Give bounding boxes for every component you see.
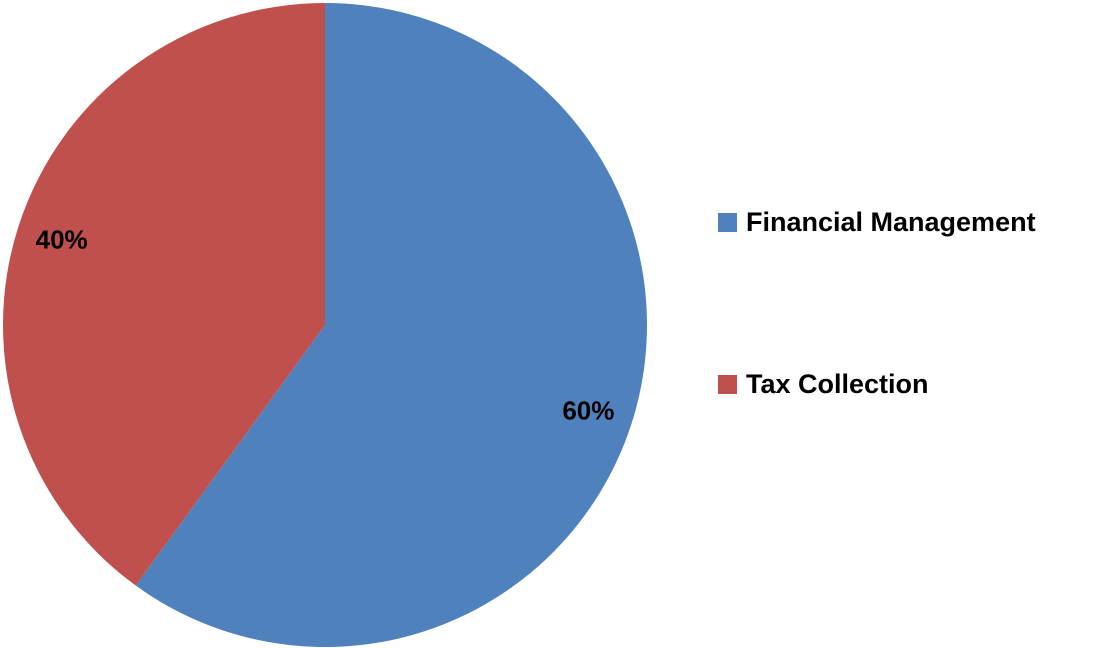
data-label: 60% — [562, 396, 614, 426]
legend-label: Tax Collection — [746, 368, 929, 399]
pie-data-labels: 60% 40% — [36, 224, 615, 425]
legend-swatch — [718, 212, 737, 232]
legend-item-tax-collection: Tax Collection — [718, 366, 1036, 402]
pie-slice-tax-collection — [3, 3, 326, 586]
pie-slice-financial-management — [135, 3, 647, 648]
legend: Financial Management Tax Collection — [718, 204, 1036, 402]
legend-swatch — [718, 374, 737, 394]
legend-label: Financial Management — [746, 206, 1036, 237]
pie-slices — [3, 3, 647, 648]
legend-item-financial-management: Financial Management — [718, 204, 1036, 240]
data-label: 40% — [36, 224, 88, 254]
